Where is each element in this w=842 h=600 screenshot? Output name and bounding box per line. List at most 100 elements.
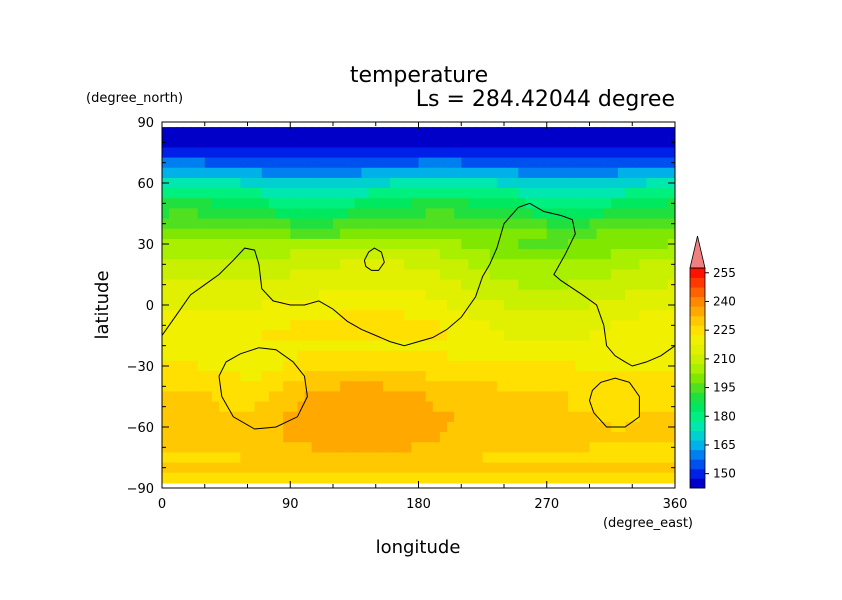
field-cell xyxy=(390,269,398,281)
field-cell xyxy=(311,269,320,281)
field-cell xyxy=(261,340,270,352)
field-cell xyxy=(639,350,648,362)
colorbar-label: 255 xyxy=(713,266,736,280)
field-cell xyxy=(596,289,605,301)
field-cell xyxy=(176,218,184,230)
field-cell xyxy=(261,350,270,362)
field-cell xyxy=(546,299,555,311)
field-cell xyxy=(575,137,583,149)
field-cell xyxy=(354,462,363,474)
field-cell xyxy=(354,320,363,332)
field-cell xyxy=(368,360,377,372)
field-cell xyxy=(211,310,220,321)
field-cell xyxy=(397,177,405,189)
field-cell xyxy=(169,421,177,433)
field-cell xyxy=(568,137,576,149)
field-cell xyxy=(318,137,327,149)
field-cell xyxy=(318,188,327,199)
field-cell xyxy=(582,177,591,189)
field-cell xyxy=(603,238,612,250)
field-cell xyxy=(211,391,220,403)
field-cell xyxy=(504,360,512,372)
field-cell xyxy=(290,371,298,382)
field-cell xyxy=(368,289,377,301)
field-cell xyxy=(411,198,420,210)
field-cell xyxy=(518,218,526,230)
field-cell xyxy=(340,238,348,250)
field-cell xyxy=(589,452,598,464)
field-cell xyxy=(439,249,448,260)
field-cell xyxy=(254,299,263,311)
field-cell xyxy=(468,279,477,291)
field-cell xyxy=(575,177,583,189)
field-cell xyxy=(268,208,277,220)
field-cell xyxy=(276,411,284,423)
field-cell xyxy=(261,279,270,291)
field-cell xyxy=(297,401,306,413)
field-cell xyxy=(361,137,370,149)
field-cell xyxy=(418,360,427,372)
field-cell xyxy=(304,391,313,403)
field-cell xyxy=(546,432,555,443)
field-cell xyxy=(504,411,512,423)
field-cell xyxy=(304,259,313,271)
field-cell xyxy=(375,401,384,413)
field-cell xyxy=(197,330,206,342)
field-cell xyxy=(361,421,370,433)
field-cell xyxy=(325,421,334,433)
field-cell xyxy=(596,137,605,149)
field-cell xyxy=(568,228,576,240)
field-cell xyxy=(532,371,541,382)
field-cell xyxy=(375,421,384,433)
field-cell xyxy=(596,157,605,169)
field-cell xyxy=(219,381,227,393)
field-cell xyxy=(254,452,263,464)
field-cell xyxy=(468,320,477,332)
field-cell xyxy=(603,249,612,260)
field-cell xyxy=(240,442,249,454)
field-cell xyxy=(375,208,384,220)
field-cell xyxy=(511,350,519,362)
field-cell xyxy=(347,452,355,464)
field-cell xyxy=(518,411,526,423)
field-cell xyxy=(425,360,434,372)
field-cell xyxy=(411,188,420,199)
field-cell xyxy=(482,147,491,159)
field-cell xyxy=(197,289,206,301)
field-cell xyxy=(539,462,548,474)
field-cell xyxy=(283,198,291,210)
field-cell xyxy=(219,167,227,179)
field-cell xyxy=(596,127,605,138)
field-cell xyxy=(625,198,633,210)
field-cell xyxy=(390,432,398,443)
field-cell xyxy=(325,432,334,443)
field-cell xyxy=(211,147,220,159)
field-cell xyxy=(553,188,562,199)
field-cell xyxy=(425,127,434,138)
field-cell xyxy=(653,320,662,332)
field-cell xyxy=(247,472,256,484)
field-cell xyxy=(190,259,199,271)
field-cell xyxy=(325,249,334,260)
field-cell xyxy=(603,167,612,179)
field-cell xyxy=(660,340,669,352)
field-cell xyxy=(354,391,363,403)
field-cell xyxy=(582,188,591,199)
field-cell xyxy=(404,462,412,474)
field-cell xyxy=(610,218,619,230)
field-cell xyxy=(162,310,170,321)
field-cell xyxy=(454,340,462,352)
field-cell xyxy=(183,432,192,443)
field-cell xyxy=(432,157,441,169)
field-cell xyxy=(311,320,320,332)
field-cell xyxy=(653,167,662,179)
field-cell xyxy=(197,360,206,372)
field-cell xyxy=(290,167,298,179)
field-cell xyxy=(553,340,562,352)
field-cell xyxy=(211,462,220,474)
field-cell xyxy=(162,289,170,301)
field-cell xyxy=(511,269,519,281)
field-cell xyxy=(404,472,412,484)
field-cell xyxy=(475,360,484,372)
field-cell xyxy=(504,310,512,321)
